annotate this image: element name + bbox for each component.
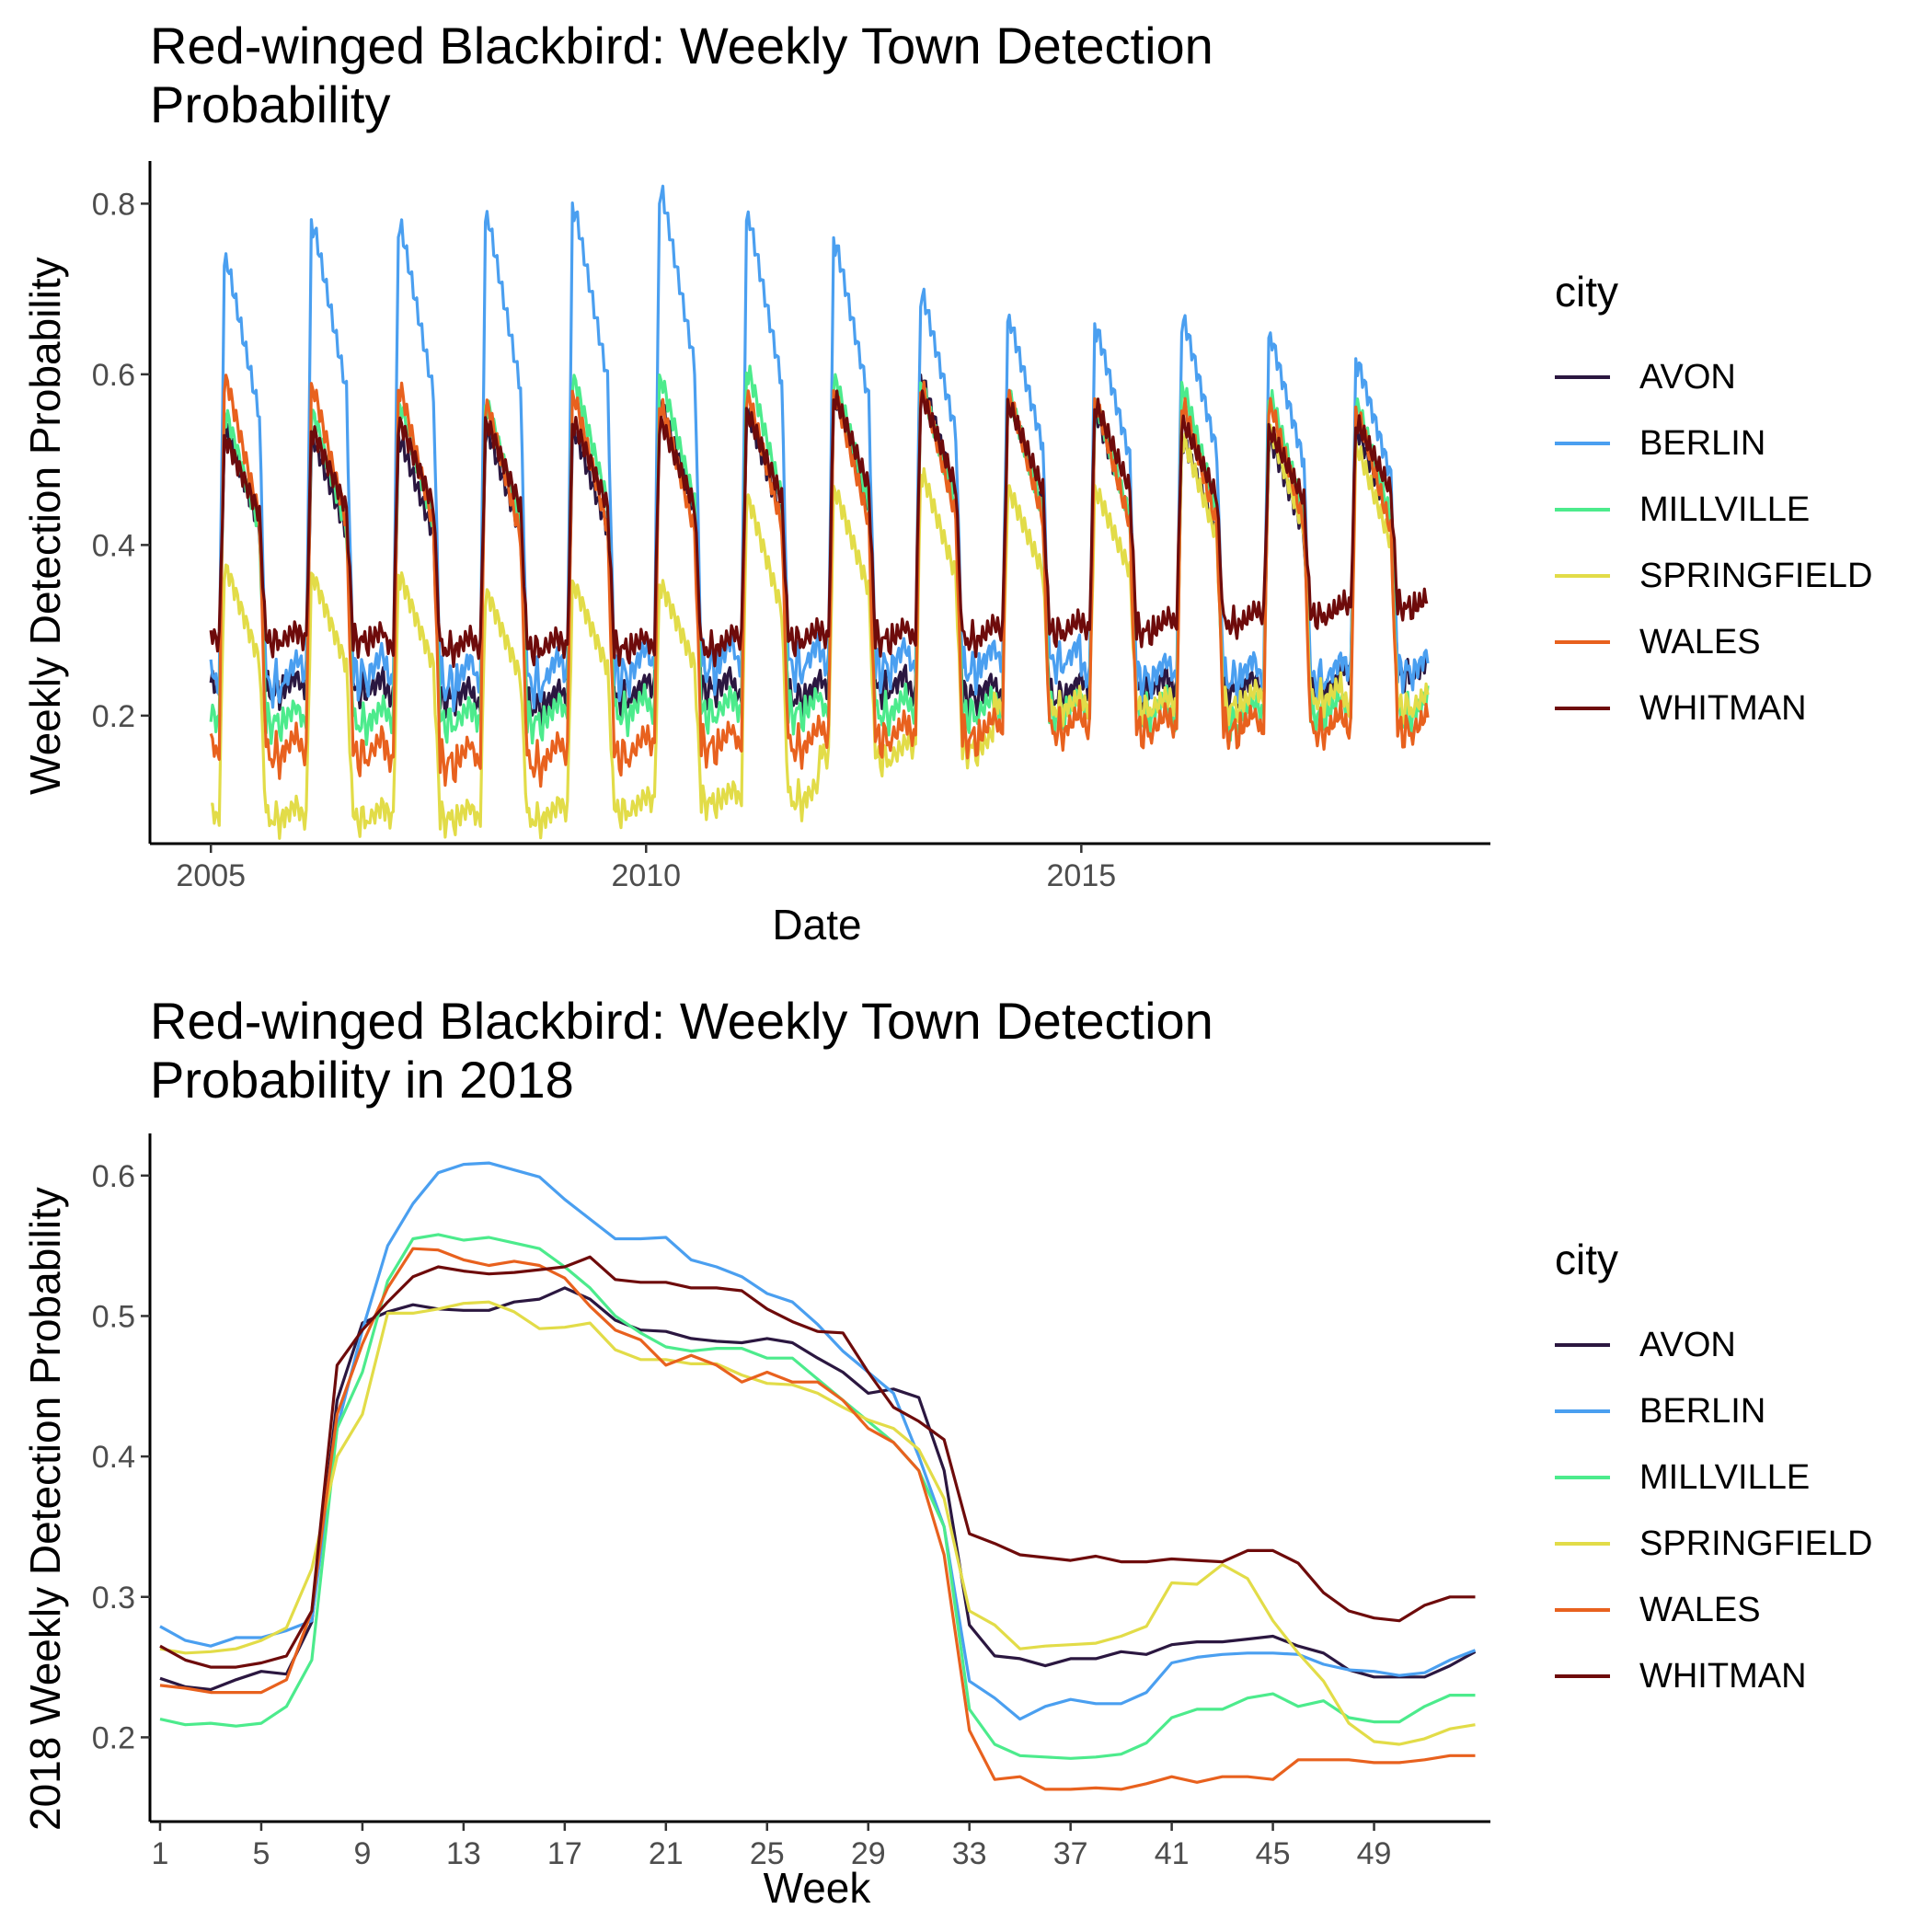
legend-swatch <box>1555 1674 1610 1678</box>
series-line-springfield <box>211 423 1430 840</box>
y-tick-label: 0.4 <box>92 528 135 563</box>
y-tick-label: 0.8 <box>92 187 135 222</box>
legend-label: WALES <box>1639 622 1761 661</box>
legend-label: BERLIN <box>1639 423 1766 463</box>
y-tick-label: 0.6 <box>92 358 135 393</box>
x-axis-title: Week <box>763 1864 871 1912</box>
legend-swatch <box>1555 1409 1610 1413</box>
legend-label: SPRINGFIELD <box>1639 1524 1873 1563</box>
chart-title: Red-winged Blackbird: Weekly Town Detect… <box>150 992 1213 1109</box>
legend-item: AVON <box>1555 1312 1872 1378</box>
series-line-berlin <box>209 184 1430 713</box>
x-tick-label: 17 <box>547 1836 582 1871</box>
y-tick-label: 0.4 <box>92 1440 135 1475</box>
legend-swatch <box>1555 1542 1610 1546</box>
series-line-whitman <box>159 1255 1476 1669</box>
legend-swatch <box>1555 508 1610 512</box>
y-tick-label: 0.3 <box>92 1581 135 1616</box>
legend-label: SPRINGFIELD <box>1639 556 1873 595</box>
x-tick-label: 37 <box>1053 1836 1088 1871</box>
chart-plot-area: 0.2 0.3 0.4 0.5 0.6 1 5 9 13 17 21 25 29 33 37 41 45 49 <box>92 1133 1490 1871</box>
x-tick-label: 41 <box>1155 1836 1190 1871</box>
legend-swatch <box>1555 1608 1610 1612</box>
chart-title: Red-winged Blackbird: Weekly Town Detect… <box>150 17 1213 133</box>
series-line-millville <box>159 1233 1476 1760</box>
legend-label: WHITMAN <box>1639 1656 1807 1696</box>
x-tick-label: 33 <box>952 1836 987 1871</box>
series-line-whitman <box>209 389 1429 669</box>
chart-panel-2: Red-winged Blackbird: Weekly Town Detect… <box>0 966 1932 1932</box>
legend-label: AVON <box>1639 357 1736 397</box>
y-tick-label: 0.2 <box>92 1720 135 1755</box>
legend-item: MILLVILLE <box>1555 477 1872 543</box>
x-tick-label: 21 <box>649 1836 684 1871</box>
x-axis-title: Date <box>772 901 862 949</box>
series-line-wales <box>209 374 1430 788</box>
series-line-avon <box>209 374 1429 730</box>
x-tick-label: 5 <box>252 1836 270 1871</box>
legend-swatch <box>1555 640 1610 644</box>
chart-panel-1: Red-winged Blackbird: Weekly Town Detect… <box>21 17 1872 949</box>
legend-swatch <box>1555 442 1610 445</box>
y-tick-label: 0.5 <box>92 1299 135 1334</box>
series-line-springfield <box>159 1300 1476 1746</box>
legend-item: MILLVILLE <box>1555 1444 1872 1511</box>
legend-swatch <box>1555 707 1610 710</box>
x-tick-label: 9 <box>353 1836 371 1871</box>
legend-title: city <box>1555 268 1618 316</box>
y-axis-title: 2018 Weekly Detection Probability <box>21 1187 69 1831</box>
x-tick-label: 2010 <box>611 858 681 893</box>
x-tick-label: 2005 <box>176 858 246 893</box>
x-tick-label: 2015 <box>1047 858 1117 893</box>
legend-swatch <box>1555 574 1610 578</box>
legend-swatch <box>1555 1476 1610 1479</box>
legend-label: AVON <box>1639 1325 1736 1364</box>
legend-item: BERLIN <box>1555 1378 1872 1444</box>
x-tick-label: 45 <box>1256 1836 1291 1871</box>
legend-item: SPRINGFIELD <box>1555 1511 1872 1577</box>
legend: city AVON BERLIN MILLVILLE SPRINGFIELD WALES… <box>1555 267 1872 742</box>
x-tick-label: 49 <box>1357 1836 1392 1871</box>
legend-label: WHITMAN <box>1639 688 1807 728</box>
legend-item: AVON <box>1555 344 1872 410</box>
legend-label: MILLVILLE <box>1639 489 1811 529</box>
series-line-wales <box>159 1247 1476 1791</box>
y-tick-label: 0.2 <box>92 699 135 734</box>
x-tick-label: 1 <box>152 1836 169 1871</box>
legend-item: WALES <box>1555 609 1872 675</box>
y-axis-title: Weekly Detection Probability <box>21 257 69 795</box>
x-tick-label: 25 <box>750 1836 785 1871</box>
legend-item: WALES <box>1555 1577 1872 1643</box>
series-line-berlin <box>159 1161 1477 1721</box>
legend-title: city <box>1555 1236 1618 1283</box>
legend-item: BERLIN <box>1555 410 1872 477</box>
legend-item: WHITMAN <box>1555 675 1872 742</box>
legend-item: SPRINGFIELD <box>1555 543 1872 609</box>
legend-swatch <box>1555 375 1610 379</box>
legend-item: WHITMAN <box>1555 1643 1872 1709</box>
y-tick-label: 0.6 <box>92 1159 135 1194</box>
legend-swatch <box>1555 1343 1610 1347</box>
x-tick-label: 29 <box>851 1836 886 1871</box>
legend-label: MILLVILLE <box>1639 1457 1811 1497</box>
x-tick-label: 13 <box>446 1836 481 1871</box>
legend-label: BERLIN <box>1639 1391 1766 1431</box>
legend-label: WALES <box>1639 1590 1761 1629</box>
chart-plot-area: 0.2 0.4 0.6 0.8 2005 2010 2015 <box>92 161 1490 893</box>
legend: city AVON BERLIN MILLVILLE SPRINGFIELD WALES… <box>1555 1235 1872 1709</box>
